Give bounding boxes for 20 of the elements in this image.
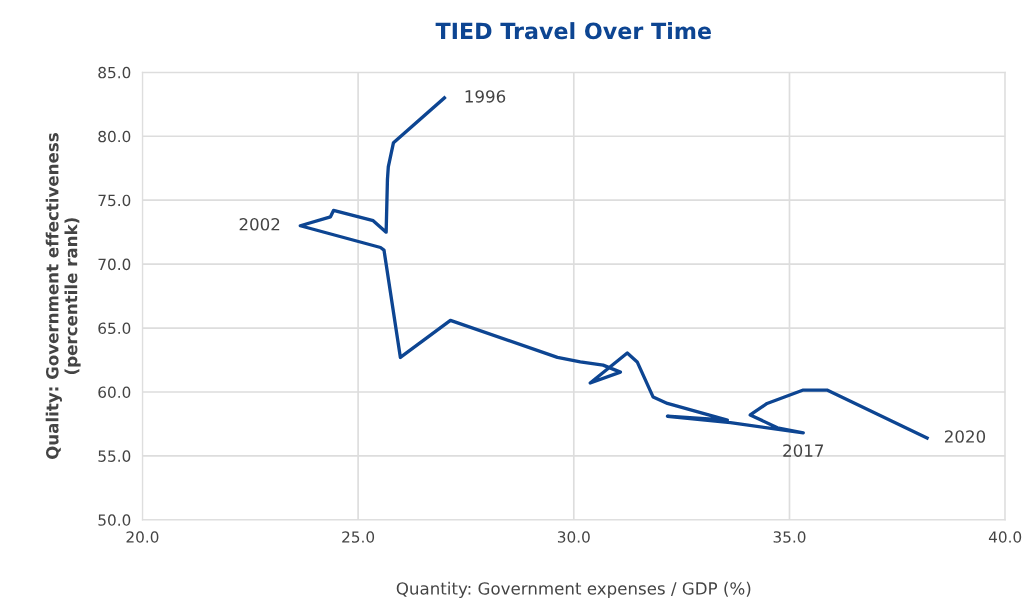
- x-tick-label: 30.0: [557, 531, 590, 543]
- y-tick-label: 75.0: [98, 194, 131, 207]
- y-tick-label: 65.0: [98, 322, 131, 335]
- y-tick-label: 80.0: [98, 130, 131, 143]
- x-tick-label: 25.0: [342, 531, 375, 543]
- y-tick-label: 85.0: [98, 66, 131, 79]
- x-tick-label: 35.0: [773, 531, 806, 543]
- annotation: 2017: [783, 444, 824, 457]
- annotation: 2002: [239, 217, 280, 231]
- y-tick-label: 50.0: [98, 514, 131, 526]
- x-axis-title: Quantity: Government expenses / GDP (%): [396, 581, 751, 598]
- annotation: 1996: [465, 90, 506, 103]
- y-tick-label: 55.0: [98, 450, 131, 462]
- annotation: 2020: [944, 430, 986, 443]
- y-tick-label: 70.0: [98, 258, 131, 271]
- y-axis-title: Quality: Government effectiveness (percentile rank): [45, 133, 81, 460]
- x-tick-label: 20.0: [126, 531, 159, 543]
- y-tick-label: 60.0: [98, 386, 131, 398]
- x-tick-label: 40.0: [988, 531, 1022, 543]
- chart-title: TIED Travel Over Time: [435, 22, 711, 40]
